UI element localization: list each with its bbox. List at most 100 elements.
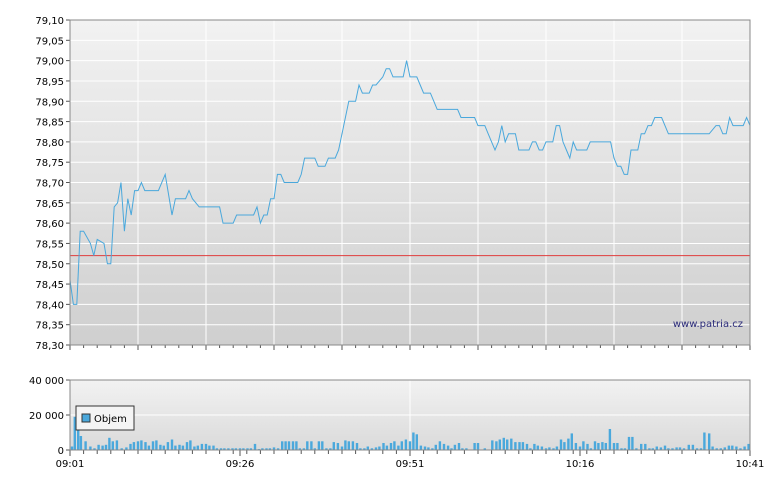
volume-bar bbox=[627, 436, 631, 450]
volume-bar bbox=[317, 441, 321, 451]
volume-bar bbox=[284, 441, 287, 451]
volume-bar bbox=[329, 448, 332, 451]
x-tick-label: 09:51 bbox=[396, 459, 425, 470]
volume-bar bbox=[518, 442, 521, 450]
volume-x-axis: 09:01 09:26 09:51 10:16 10:41 bbox=[56, 450, 764, 470]
volume-bar bbox=[170, 439, 174, 450]
volume-bar bbox=[397, 445, 400, 450]
volume-bar bbox=[144, 442, 147, 450]
volume-y-axis: 40 000 20 000 0 bbox=[29, 376, 70, 457]
volume-bar bbox=[727, 445, 731, 450]
volume-bar bbox=[185, 442, 189, 450]
volume-bar bbox=[246, 448, 249, 451]
price-y-tick-label: 79,00 bbox=[35, 57, 64, 68]
volume-bar bbox=[93, 448, 96, 451]
volume-bar bbox=[281, 441, 284, 451]
price-y-tick-label: 78,30 bbox=[35, 341, 64, 352]
volume-bar bbox=[101, 445, 104, 450]
volume-bar bbox=[204, 443, 208, 450]
volume-bar bbox=[253, 443, 257, 450]
volume-bar bbox=[612, 443, 616, 450]
volume-bar bbox=[659, 447, 663, 450]
volume-bar bbox=[147, 445, 151, 450]
volume-bar bbox=[84, 441, 87, 451]
volume-bar bbox=[623, 448, 627, 451]
volume-bar bbox=[578, 446, 582, 450]
volume-bar bbox=[651, 448, 654, 451]
volume-bar bbox=[476, 443, 480, 450]
volume-bar bbox=[735, 446, 738, 450]
volume-bar bbox=[302, 448, 306, 451]
volume-bar bbox=[708, 433, 711, 450]
price-plot-border bbox=[69, 19, 751, 346]
volume-bar bbox=[366, 446, 369, 450]
volume-bar bbox=[125, 447, 128, 450]
volume-bar bbox=[663, 445, 667, 450]
volume-bar bbox=[695, 448, 699, 451]
volume-bar bbox=[442, 443, 446, 450]
price-y-tick-label: 78,45 bbox=[35, 280, 64, 291]
volume-bar bbox=[502, 437, 505, 451]
volume-bar bbox=[510, 438, 513, 450]
volume-bar bbox=[162, 445, 165, 450]
volume-grid bbox=[70, 380, 750, 450]
volume-bar bbox=[593, 441, 597, 451]
volume-bar bbox=[249, 448, 253, 451]
volume-bar bbox=[347, 441, 350, 451]
volume-bar bbox=[655, 446, 658, 450]
volume-bar bbox=[261, 448, 264, 451]
volume-bar bbox=[89, 446, 92, 450]
volume-bar bbox=[97, 444, 100, 451]
volume-bar bbox=[115, 440, 119, 450]
volume-bar bbox=[104, 444, 108, 451]
volume-plot-border bbox=[69, 379, 751, 451]
volume-bar bbox=[408, 441, 412, 451]
volume-bar bbox=[151, 441, 155, 451]
volume-bar bbox=[473, 443, 476, 450]
volume-bar bbox=[563, 442, 566, 450]
volume-bar bbox=[374, 447, 378, 450]
volume-bar bbox=[306, 441, 309, 451]
price-y-tick-label: 78,90 bbox=[35, 97, 64, 108]
volume-bar bbox=[344, 440, 347, 450]
volume-y-tick-label: 40 000 bbox=[29, 376, 64, 387]
volume-bar bbox=[73, 416, 76, 451]
volume-bar bbox=[631, 436, 634, 450]
volume-y-tick-label: 0 bbox=[58, 446, 64, 457]
volume-bar bbox=[155, 440, 158, 450]
volume-bar bbox=[166, 442, 170, 450]
x-tick-label: 10:16 bbox=[566, 459, 595, 470]
volume-bar bbox=[412, 432, 415, 450]
volume-bar bbox=[719, 448, 722, 451]
price-y-tick-label: 78,80 bbox=[35, 138, 64, 149]
volume-bar bbox=[483, 448, 486, 451]
volume-bar bbox=[242, 448, 245, 451]
volume-bar bbox=[691, 444, 695, 451]
price-y-tick-label: 78,65 bbox=[35, 199, 64, 210]
volume-bar bbox=[238, 448, 242, 451]
volume-bar bbox=[540, 446, 544, 450]
volume-bar bbox=[351, 441, 355, 451]
volume-bar bbox=[193, 446, 196, 450]
volume-bar bbox=[129, 443, 132, 450]
volume-bar bbox=[640, 443, 643, 450]
price-panel: 79,10 79,05 79,00 78,95 78,90 78,85 78,80 78,75… bbox=[35, 16, 751, 352]
price-y-tick-label: 78,55 bbox=[35, 239, 64, 250]
volume-bar bbox=[393, 441, 396, 451]
volume-bar bbox=[446, 445, 450, 450]
volume-bar bbox=[747, 443, 750, 450]
volume-bar bbox=[427, 447, 430, 450]
volume-bar bbox=[298, 448, 301, 451]
volume-bar bbox=[423, 446, 427, 450]
volume-bar bbox=[687, 444, 690, 451]
volume-bar bbox=[671, 448, 674, 451]
volume-bar bbox=[678, 447, 682, 450]
volume-bar bbox=[140, 440, 143, 450]
volume-bar bbox=[404, 439, 408, 450]
volume-bar bbox=[555, 446, 559, 450]
volume-bar bbox=[491, 440, 494, 450]
volume-bar bbox=[189, 440, 192, 450]
volume-bars bbox=[70, 416, 750, 451]
volume-bar bbox=[223, 448, 226, 451]
